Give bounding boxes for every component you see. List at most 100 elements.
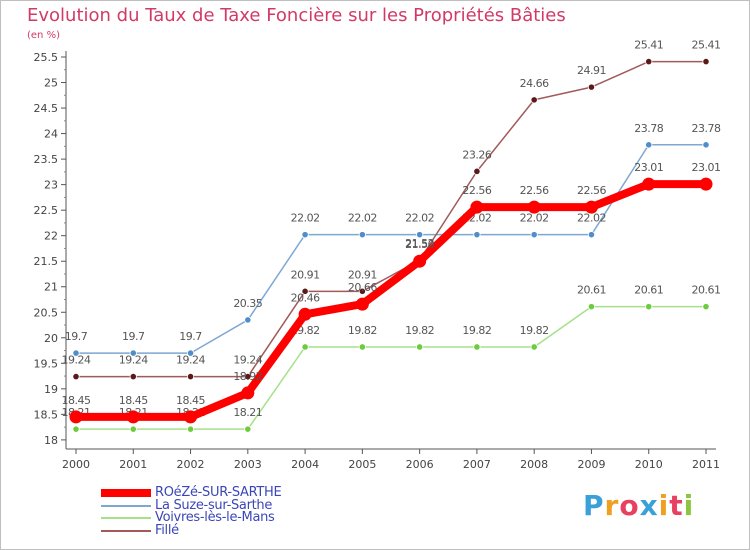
data-label-voivres-les-le-mans: 20.61 <box>692 284 721 297</box>
y-tick-label: 21.5 <box>34 255 59 268</box>
data-point-roeze-sur-sarthe <box>241 386 255 400</box>
data-label-la-suze-sur-sarthe: 19.7 <box>122 330 145 343</box>
data-point-la-suze-sur-sarthe <box>129 349 137 357</box>
data-label-fille: 21.52 <box>405 237 434 250</box>
y-tick-label: 20.5 <box>34 306 59 319</box>
x-tick-label: 2003 <box>234 458 262 471</box>
data-label-roeze-sur-sarthe: 18.92 <box>233 370 262 383</box>
data-label-voivres-les-le-mans: 20.61 <box>634 284 663 297</box>
x-tick-label: 2010 <box>635 458 663 471</box>
data-point-roeze-sur-sarthe <box>126 410 140 424</box>
legend-label: La Suze-sur-Sarthe <box>155 497 273 513</box>
data-label-fille: 19.24 <box>119 354 148 367</box>
x-tick-label: 2009 <box>577 458 605 471</box>
data-label-la-suze-sur-sarthe: 22.02 <box>577 212 606 225</box>
data-label-fille: 19.24 <box>62 354 91 367</box>
data-point-fille <box>645 57 653 66</box>
y-axis-unit-label: (en %) <box>27 30 60 41</box>
x-tick-label: 2008 <box>520 458 548 471</box>
data-label-roeze-sur-sarthe: 18.45 <box>119 394 148 407</box>
data-point-fille <box>186 372 195 381</box>
data-point-la-suze-sur-sarthe <box>702 141 710 149</box>
y-tick-label: 22 <box>44 230 58 243</box>
legend-label: Voivres-lès-le-Mans <box>155 510 275 525</box>
data-label-la-suze-sur-sarthe: 22.02 <box>520 212 549 225</box>
data-point-fille <box>473 167 481 175</box>
series-line-voivres-les-le-mans <box>76 305 706 430</box>
series-line-la-suze-sur-sarthe <box>76 144 706 354</box>
y-tick-label: 25.5 <box>34 51 59 64</box>
y-tick-label: 18 <box>44 434 58 447</box>
legend-swatch <box>101 504 151 507</box>
data-point-roeze-sur-sarthe <box>527 200 541 214</box>
data-label-fille: 25.41 <box>634 39 663 52</box>
data-label-roeze-sur-sarthe: 21.50 <box>405 238 434 251</box>
data-label-roeze-sur-sarthe: 18.45 <box>176 394 205 407</box>
data-point-voivres-les-le-mans <box>473 343 481 351</box>
data-label-roeze-sur-sarthe: 22.56 <box>520 184 549 197</box>
data-label-roeze-sur-sarthe: 20.66 <box>348 281 377 294</box>
legend-label: ROéZé-SUR-SARTHE <box>155 485 282 500</box>
y-tick-label: 23.5 <box>34 153 59 166</box>
data-point-fille <box>702 57 710 66</box>
data-label-fille: 19.24 <box>233 354 262 367</box>
data-label-voivres-les-le-mans: 18.21 <box>233 406 262 419</box>
data-point-fille <box>358 287 366 295</box>
data-point-voivres-les-le-mans <box>129 425 137 433</box>
y-tick-label: 21 <box>44 281 58 294</box>
data-label-voivres-les-le-mans: 19.82 <box>405 324 434 337</box>
data-point-la-suze-sur-sarthe <box>416 231 424 239</box>
chart-legend: ROéZé-SUR-SARTHE La Suze-sur-Sarthe Voivre… <box>101 485 361 538</box>
data-point-roeze-sur-sarthe <box>355 297 369 311</box>
y-tick-label: 23 <box>44 179 58 192</box>
data-point-la-suze-sur-sarthe <box>473 231 481 239</box>
data-label-voivres-les-le-mans: 19.82 <box>462 324 491 337</box>
data-point-voivres-les-le-mans <box>702 303 710 311</box>
data-point-la-suze-sur-sarthe <box>301 231 309 239</box>
data-label-roeze-sur-sarthe: 22.56 <box>577 184 606 197</box>
data-label-voivres-les-le-mans: 19.82 <box>348 324 377 337</box>
legend-item: Voivres-lès-le-Mans <box>101 510 361 525</box>
data-point-roeze-sur-sarthe <box>69 410 83 424</box>
data-point-voivres-les-le-mans <box>530 343 538 351</box>
data-label-roeze-sur-sarthe: 23.01 <box>692 161 721 174</box>
legend-swatch <box>101 517 151 519</box>
data-point-fille <box>301 287 309 295</box>
data-point-fille <box>129 372 137 381</box>
data-label-la-suze-sur-sarthe: 20.35 <box>233 297 262 310</box>
data-label-roeze-sur-sarthe: 20.46 <box>291 291 320 304</box>
data-label-roeze-sur-sarthe: 22.56 <box>462 184 491 197</box>
legend-swatch <box>101 489 151 497</box>
legend-swatch <box>101 529 151 532</box>
data-label-voivres-les-le-mans: 19.82 <box>520 324 549 337</box>
y-tick-label: 19.5 <box>34 357 59 370</box>
data-point-la-suze-sur-sarthe <box>244 316 252 324</box>
x-tick-label: 2002 <box>177 458 205 471</box>
data-point-roeze-sur-sarthe <box>470 200 484 214</box>
x-tick-label: 2000 <box>62 458 90 471</box>
data-point-la-suze-sur-sarthe <box>530 231 538 239</box>
data-label-la-suze-sur-sarthe: 23.78 <box>692 122 721 135</box>
data-point-voivres-les-le-mans <box>358 343 366 351</box>
legend-item: ROéZé-SUR-SARTHE <box>101 485 361 500</box>
data-point-roeze-sur-sarthe <box>584 200 598 214</box>
data-point-voivres-les-le-mans <box>72 425 80 433</box>
y-tick-label: 24.5 <box>34 102 59 115</box>
data-point-voivres-les-le-mans <box>587 303 596 311</box>
legend-label: Fillé <box>155 522 179 538</box>
data-point-voivres-les-le-mans <box>186 425 195 433</box>
logo-letter: o <box>619 489 640 522</box>
data-label-la-suze-sur-sarthe: 23.78 <box>634 122 663 135</box>
data-point-la-suze-sur-sarthe <box>587 231 596 239</box>
x-tick-label: 2007 <box>463 458 491 471</box>
data-point-voivres-les-le-mans <box>301 343 309 351</box>
x-tick-label: 2006 <box>406 458 434 471</box>
data-label-roeze-sur-sarthe: 23.01 <box>634 161 663 174</box>
logo-letter: r <box>604 489 620 522</box>
data-label-voivres-les-le-mans: 20.61 <box>577 284 606 297</box>
data-label-roeze-sur-sarthe: 18.45 <box>62 394 91 407</box>
y-tick-label: 19 <box>44 383 58 396</box>
logo-letter: i <box>683 489 695 522</box>
logo-letter: P <box>583 489 605 522</box>
